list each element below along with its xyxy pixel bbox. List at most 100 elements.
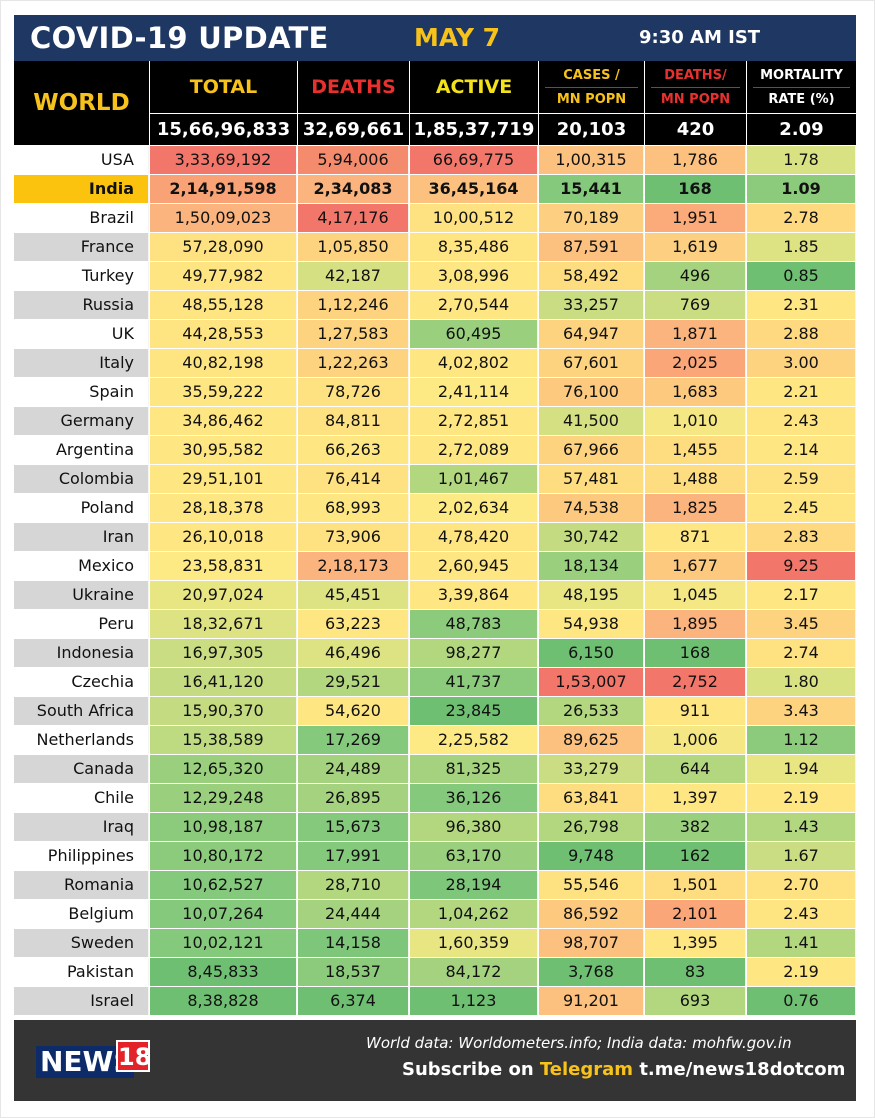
country-name: Israel — [14, 987, 149, 1015]
active-cell: 3,39,864 — [410, 581, 538, 609]
deaths-cell: 28,710 — [298, 871, 409, 899]
table-row: Chile 12,29,248 26,895 36,126 63,841 1,397 2.1… — [14, 784, 856, 812]
cases-per-mn-cell: 87,591 — [539, 233, 644, 261]
total-cell: 57,28,090 — [150, 233, 297, 261]
mortality-cell: 2.74 — [747, 639, 856, 667]
country-name: Peru — [14, 610, 149, 638]
deaths-cell: 5,94,006 — [298, 146, 409, 174]
mortality-cell: 1.94 — [747, 755, 856, 783]
deaths-cell: 78,726 — [298, 378, 409, 406]
deaths-per-mn-cell: 1,395 — [645, 929, 746, 957]
active-cell: 8,35,486 — [410, 233, 538, 261]
mortality-cell: 1.41 — [747, 929, 856, 957]
deaths-per-mn-cell: 1,951 — [645, 204, 746, 232]
country-name: Indonesia — [14, 639, 149, 667]
cases-per-mn-cell: 67,966 — [539, 436, 644, 464]
table-row: Canada 12,65,320 24,489 81,325 33,279 644 1.94 — [14, 755, 856, 783]
cases-per-mn-cell: 26,798 — [539, 813, 644, 841]
deaths-per-mn-cell: 1,488 — [645, 465, 746, 493]
deaths-per-mn-header: DEATHS/ MN POPN — [645, 61, 746, 113]
cases-per-mn-cell: 48,195 — [539, 581, 644, 609]
total-header: TOTAL — [150, 61, 297, 113]
mortality-cell: 2.78 — [747, 204, 856, 232]
deaths-cell: 15,673 — [298, 813, 409, 841]
mortality-cell: 2.17 — [747, 581, 856, 609]
deaths-cell: 24,489 — [298, 755, 409, 783]
deaths-per-mn-cell: 2,025 — [645, 349, 746, 377]
total-cell: 3,33,69,192 — [150, 146, 297, 174]
deaths-per-mn-header-line1: DEATHS/ — [664, 68, 727, 83]
table-row: Belgium 10,07,264 24,444 1,04,262 86,592 2,10… — [14, 900, 856, 928]
total-cell: 15,90,370 — [150, 697, 297, 725]
country-name: Spain — [14, 378, 149, 406]
deaths-header-label: DEATHS — [311, 76, 396, 98]
mortality-cell: 2.70 — [747, 871, 856, 899]
mortality-cell: 2.21 — [747, 378, 856, 406]
deaths-per-mn-cell: 2,752 — [645, 668, 746, 696]
cases-per-mn-cell: 55,546 — [539, 871, 644, 899]
active-cell: 41,737 — [410, 668, 538, 696]
active-cell: 36,126 — [410, 784, 538, 812]
subscribe-prefix: Subscribe on — [402, 1059, 540, 1080]
world-deaths-per-mn: 420 — [645, 114, 746, 145]
total-cell: 30,95,582 — [150, 436, 297, 464]
table-row: UK 44,28,553 1,27,583 60,495 64,947 1,871 2.88 — [14, 320, 856, 348]
country-name: Colombia — [14, 465, 149, 493]
deaths-cell: 84,811 — [298, 407, 409, 435]
update-time: 9:30 AM IST — [639, 27, 761, 48]
cases-per-mn-cell: 1,00,315 — [539, 146, 644, 174]
deaths-per-mn-cell: 1,895 — [645, 610, 746, 638]
active-cell: 96,380 — [410, 813, 538, 841]
country-name: South Africa — [14, 697, 149, 725]
deaths-cell: 17,991 — [298, 842, 409, 870]
deaths-cell: 66,263 — [298, 436, 409, 464]
table-row: Germany 34,86,462 84,811 2,72,851 41,500 1,01… — [14, 407, 856, 435]
cases-per-mn-cell: 9,748 — [539, 842, 644, 870]
cases-per-mn-cell: 70,189 — [539, 204, 644, 232]
deaths-per-mn-cell: 1,871 — [645, 320, 746, 348]
total-cell: 48,55,128 — [150, 291, 297, 319]
table-row: Turkey 49,77,982 42,187 3,08,996 58,492 496 0.… — [14, 262, 856, 290]
deaths-cell: 1,27,583 — [298, 320, 409, 348]
country-name: Philippines — [14, 842, 149, 870]
country-name: Chile — [14, 784, 149, 812]
active-cell: 84,172 — [410, 958, 538, 986]
total-cell: 15,38,589 — [150, 726, 297, 754]
total-cell: 10,98,187 — [150, 813, 297, 841]
table-row: France 57,28,090 1,05,850 8,35,486 87,591 1,6… — [14, 233, 856, 261]
mortality-cell: 1.67 — [747, 842, 856, 870]
cases-per-mn-cell: 64,947 — [539, 320, 644, 348]
country-name: Germany — [14, 407, 149, 435]
cases-per-mn-header-line2: MN POPN — [556, 92, 627, 107]
mortality-cell: 9.25 — [747, 552, 856, 580]
cases-per-mn-cell: 41,500 — [539, 407, 644, 435]
mortality-cell: 2.45 — [747, 494, 856, 522]
table-row: India 2,14,91,598 2,34,083 36,45,164 15,441 1… — [14, 175, 856, 203]
active-header: ACTIVE — [410, 61, 538, 113]
cases-per-mn-cell: 1,53,007 — [539, 668, 644, 696]
mortality-cell: 2.88 — [747, 320, 856, 348]
deaths-per-mn-cell: 168 — [645, 175, 746, 203]
deaths-cell: 63,223 — [298, 610, 409, 638]
deaths-cell: 68,993 — [298, 494, 409, 522]
cases-per-mn-header: CASES / MN POPN — [539, 61, 644, 113]
table-row: Pakistan 8,45,833 18,537 84,172 3,768 83 2.19 — [14, 958, 856, 986]
total-cell: 12,29,248 — [150, 784, 297, 812]
deaths-per-mn-cell: 1,455 — [645, 436, 746, 464]
active-cell: 36,45,164 — [410, 175, 538, 203]
active-cell: 60,495 — [410, 320, 538, 348]
active-cell: 2,72,089 — [410, 436, 538, 464]
country-name: Brazil — [14, 204, 149, 232]
mortality-cell: 1.80 — [747, 668, 856, 696]
total-cell: 23,58,831 — [150, 552, 297, 580]
table-row: Philippines 10,80,172 17,991 63,170 9,748 162… — [14, 842, 856, 870]
table-row: Peru 18,32,671 63,223 48,783 54,938 1,895 3.45 — [14, 610, 856, 638]
world-total: 15,66,96,833 — [150, 114, 297, 145]
total-cell: 1,50,09,023 — [150, 204, 297, 232]
telegram-label: Telegram — [539, 1059, 634, 1080]
table-row: Russia 48,55,128 1,12,246 2,70,544 33,257 769… — [14, 291, 856, 319]
mortality-header-line2: RATE (%) — [768, 92, 835, 107]
deaths-cell: 4,17,176 — [298, 204, 409, 232]
logo-18-badge: 18 — [116, 1040, 151, 1072]
mortality-cell: 0.76 — [747, 987, 856, 1015]
